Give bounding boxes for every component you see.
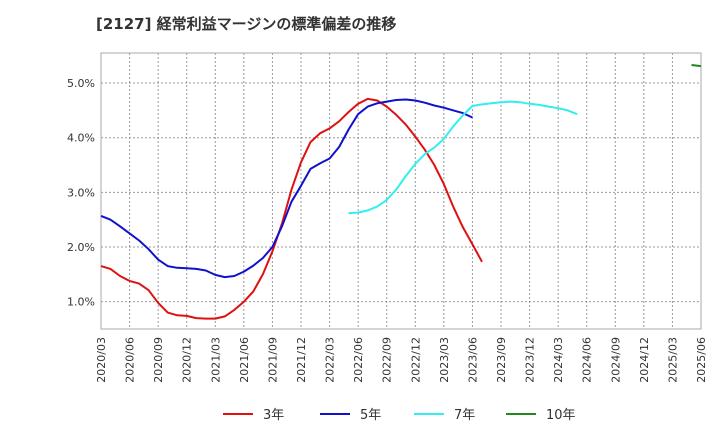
y-tick-label: 2.0% xyxy=(67,241,95,254)
x-axis-ticks: 2020/03 2020/06 2020/09 2020/12 2021/03 2021/… xyxy=(95,337,708,383)
x-tick-label: 2024/03 xyxy=(552,337,565,383)
x-tick-label: 2025/06 xyxy=(695,337,708,383)
x-tick-label: 2025/03 xyxy=(666,337,679,383)
series-line-3 xyxy=(348,100,578,215)
x-tick-label: 2021/06 xyxy=(238,337,251,383)
legend-label: 10年 xyxy=(546,408,576,423)
x-tick-label: 2020/12 xyxy=(181,337,194,383)
y-tick-label: 5.0% xyxy=(67,77,95,90)
legend: 3年 5年 7年 10年 xyxy=(223,408,576,423)
x-tick-label: 2023/09 xyxy=(495,337,508,383)
x-tick-label: 2022/12 xyxy=(409,337,422,383)
x-tick-label: 2023/12 xyxy=(524,337,537,383)
legend-label: 5年 xyxy=(360,408,381,423)
legend-label: 3年 xyxy=(263,408,284,423)
x-tick-label: 2020/03 xyxy=(95,337,108,383)
y-axis-ticks: 1.0% 2.0% 3.0% 4.0% 5.0% xyxy=(67,77,95,309)
x-tick-label: 2020/06 xyxy=(124,337,137,383)
x-tick-label: 2021/03 xyxy=(209,337,222,383)
x-tick-label: 2021/12 xyxy=(295,337,308,383)
grid-lines xyxy=(101,53,701,329)
series-line-4 xyxy=(691,64,702,68)
x-tick-label: 2021/09 xyxy=(266,337,279,383)
y-tick-label: 1.0% xyxy=(67,296,95,309)
x-tick-label: 2022/09 xyxy=(381,337,394,383)
x-tick-label: 2024/12 xyxy=(638,337,651,383)
chart-title: [2127] 経常利益マージンの標準偏差の推移 xyxy=(96,15,396,33)
x-tick-label: 2022/06 xyxy=(352,337,365,383)
x-tick-label: 2024/09 xyxy=(609,337,622,383)
x-tick-label: 2023/06 xyxy=(466,337,479,383)
x-tick-label: 2022/03 xyxy=(324,337,337,383)
plot-area xyxy=(100,52,702,330)
series-lines xyxy=(100,64,702,320)
legend-label: 7年 xyxy=(454,408,475,423)
x-tick-label: 2024/06 xyxy=(581,337,594,383)
y-tick-label: 4.0% xyxy=(67,132,95,145)
series-line-1 xyxy=(100,97,483,320)
series-line-2 xyxy=(100,98,473,279)
x-tick-label: 2020/09 xyxy=(152,337,165,383)
x-tick-label: 2023/03 xyxy=(438,337,451,383)
y-tick-label: 3.0% xyxy=(67,186,95,199)
